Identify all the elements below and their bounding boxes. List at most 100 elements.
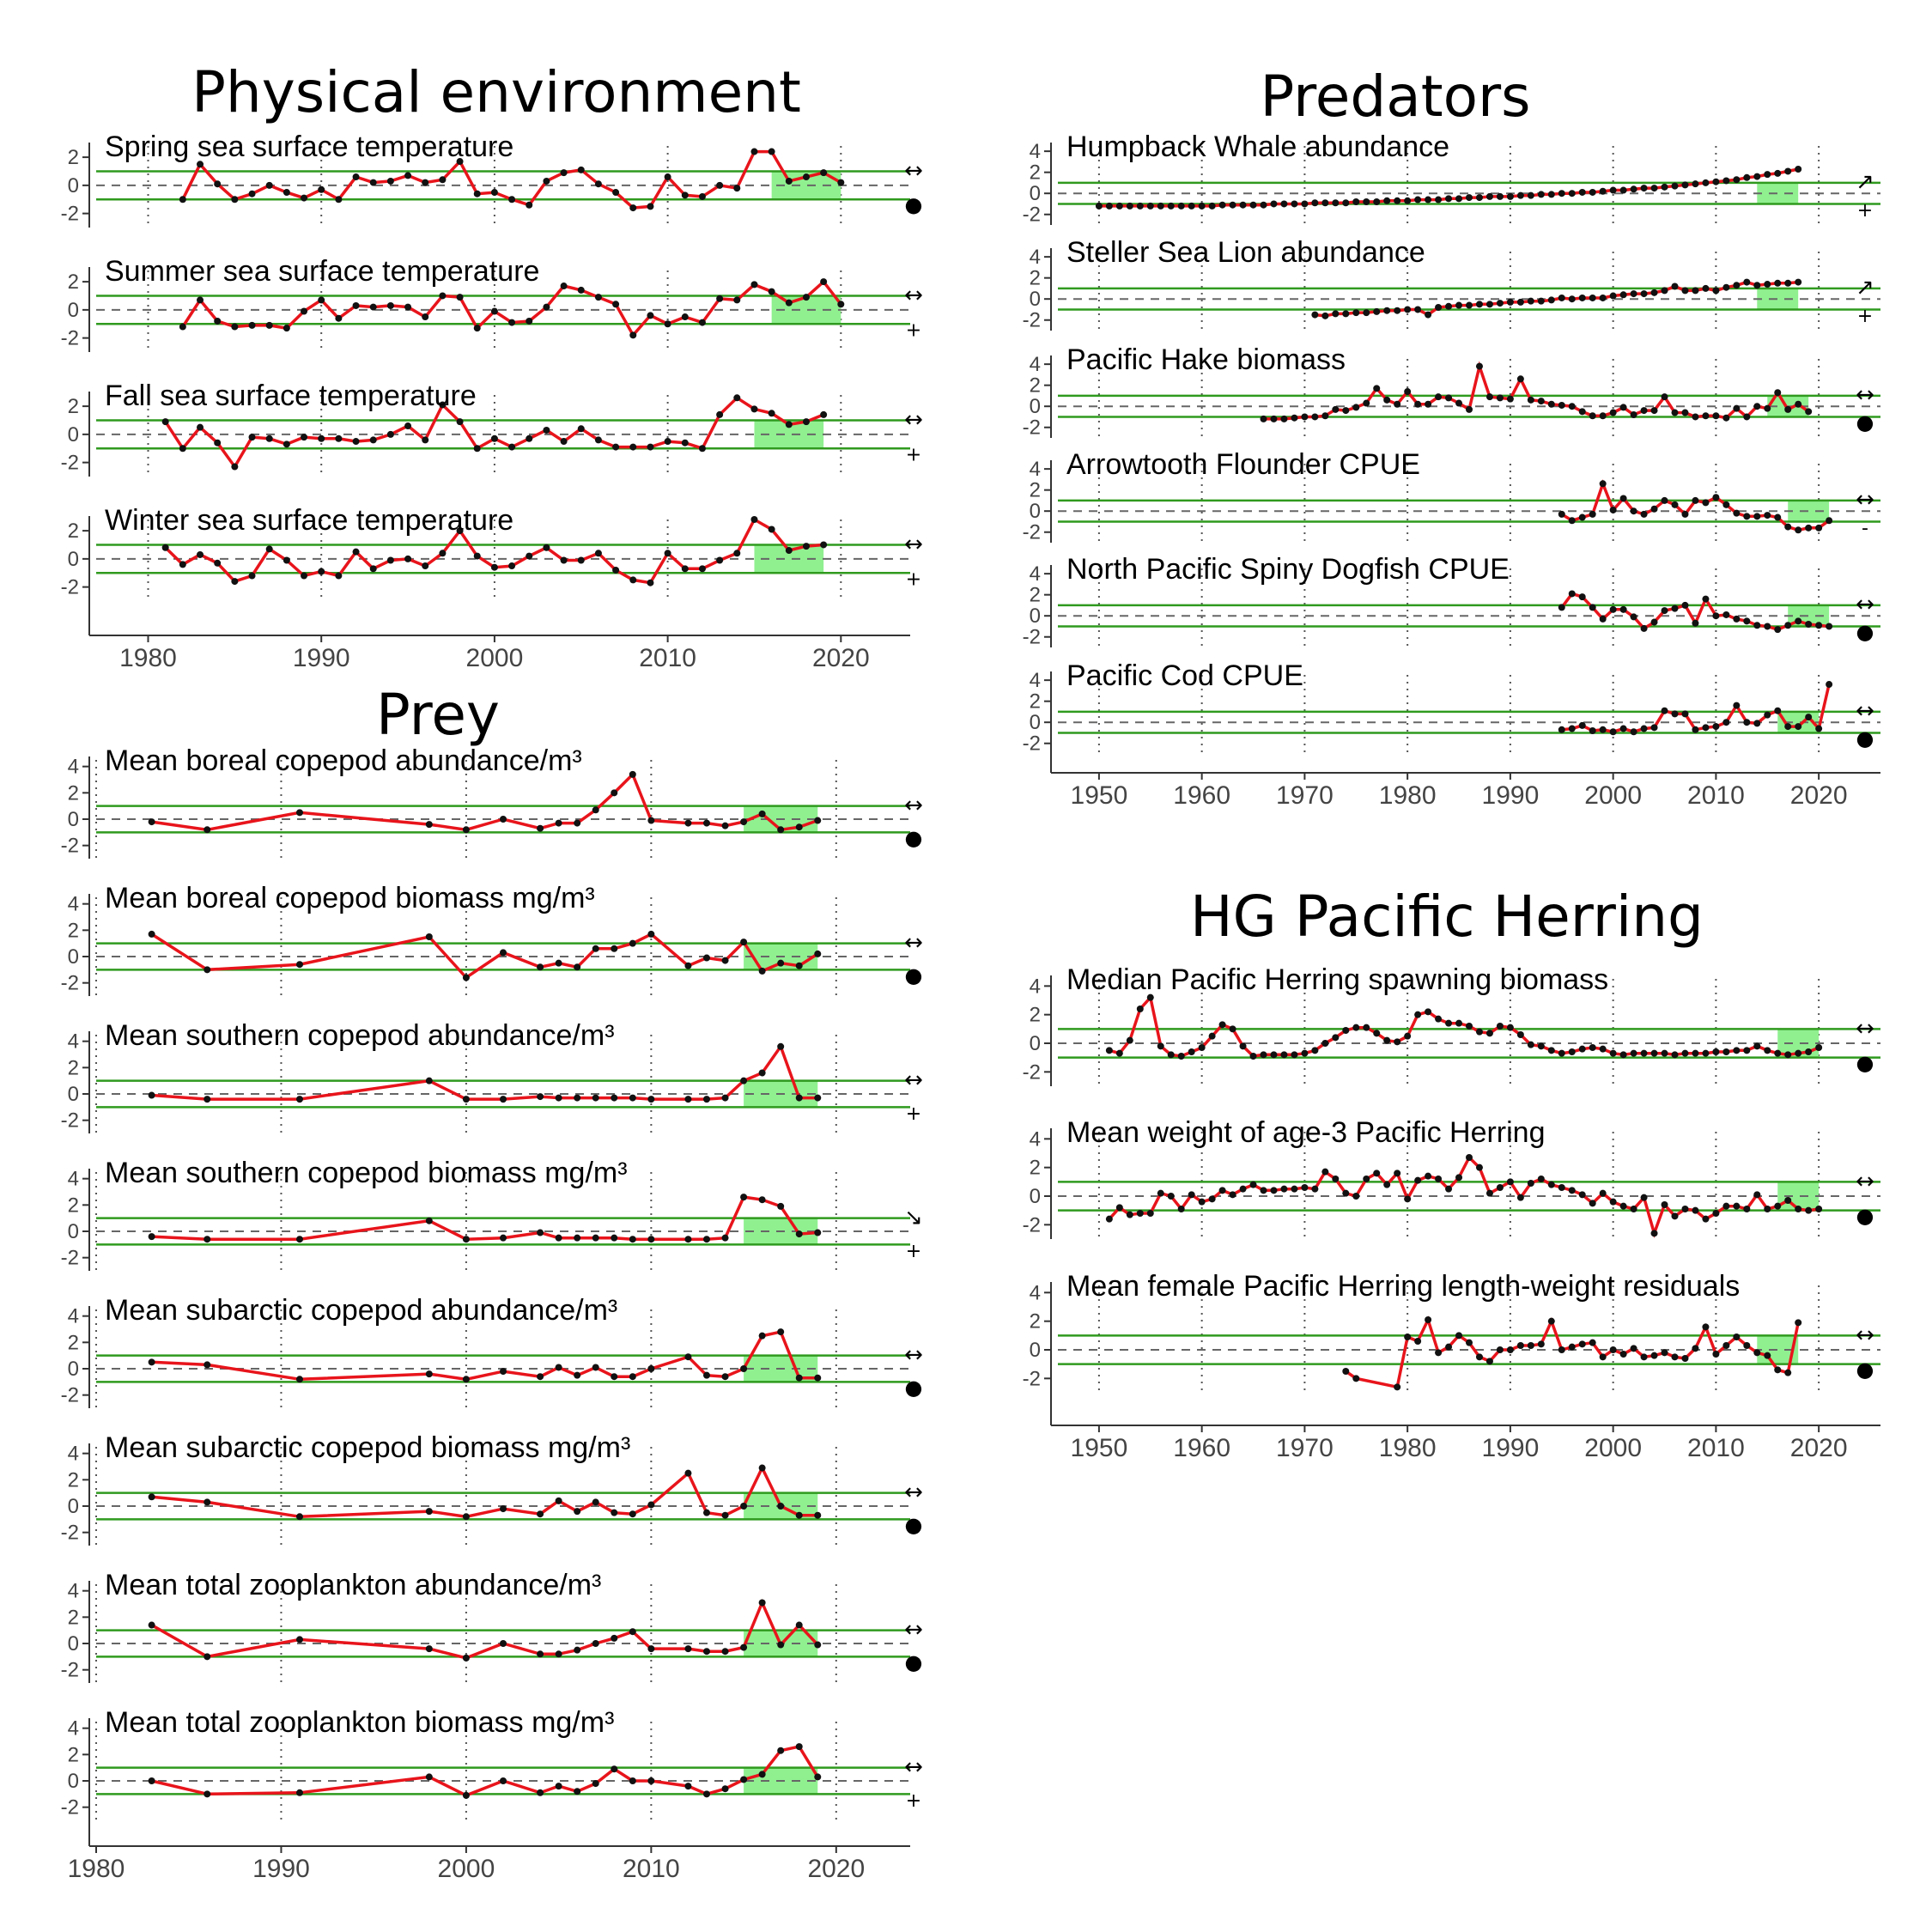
data-point	[386, 430, 394, 438]
data-point	[1795, 1049, 1802, 1057]
data-point	[473, 325, 481, 332]
data-point	[1352, 198, 1360, 206]
data-point	[1485, 393, 1493, 401]
data-point	[820, 410, 828, 418]
y-tick-label: 2	[1030, 690, 1041, 714]
data-point	[1188, 1191, 1195, 1199]
x-tick-label: 1980	[1379, 781, 1437, 810]
data-point	[1475, 1028, 1483, 1036]
data-point	[629, 1510, 636, 1518]
trend-symbol: ↔	[904, 407, 923, 433]
data-point	[543, 426, 550, 434]
data-point	[1619, 404, 1627, 411]
data-point	[1485, 1358, 1493, 1365]
data-point	[1394, 1170, 1401, 1177]
data-point	[1466, 1154, 1473, 1161]
data-point	[425, 933, 433, 940]
data-point	[1321, 1040, 1329, 1047]
data-point	[684, 962, 692, 969]
data-point	[733, 185, 741, 192]
data-point	[611, 1634, 618, 1642]
data-point	[1383, 396, 1391, 404]
data-point	[1722, 177, 1730, 185]
data-point	[1414, 1338, 1422, 1345]
data-point	[1383, 1036, 1391, 1044]
data-point	[785, 421, 793, 428]
data-point	[814, 1374, 822, 1382]
y-tick-label: 0	[68, 1632, 79, 1656]
data-point	[1249, 201, 1257, 209]
data-point	[500, 1096, 507, 1103]
data-point	[1157, 202, 1164, 210]
data-point	[1342, 1368, 1350, 1375]
data-point	[1733, 1202, 1741, 1210]
data-point	[1589, 1339, 1596, 1346]
data-point	[1609, 1049, 1617, 1057]
data-point	[1445, 1185, 1453, 1193]
y-tick-label: 2	[1030, 161, 1041, 185]
series-line	[1108, 1155, 1820, 1238]
data-point	[1774, 279, 1782, 287]
data-point	[664, 173, 671, 181]
data-point	[1363, 1176, 1370, 1182]
data-point	[629, 576, 637, 584]
data-point	[1516, 1342, 1524, 1349]
y-tick-label: 2	[68, 1468, 79, 1492]
data-point	[1558, 1049, 1565, 1057]
data-point	[750, 405, 758, 413]
trend-symbol: ↗	[1856, 169, 1874, 195]
data-point	[462, 826, 470, 834]
data-point	[1578, 294, 1586, 301]
data-point	[664, 550, 671, 557]
data-point	[1661, 393, 1668, 401]
data-point	[296, 961, 303, 969]
x-tick-label: 1960	[1173, 781, 1230, 810]
data-point	[1218, 1187, 1226, 1194]
data-point	[1301, 200, 1309, 208]
data-point	[352, 301, 360, 309]
status-symbol: ●	[1856, 620, 1874, 644]
data-point	[703, 1236, 710, 1243]
x-tick-label: 2020	[1790, 781, 1848, 810]
data-point	[795, 1511, 803, 1519]
data-point	[204, 1498, 211, 1506]
data-point	[1743, 617, 1751, 625]
data-point	[537, 1789, 544, 1796]
data-point	[1589, 727, 1596, 735]
data-point	[1743, 1047, 1751, 1054]
data-point	[1229, 1191, 1236, 1199]
data-point	[1239, 201, 1247, 209]
data-point	[592, 806, 599, 814]
data-point	[1136, 202, 1144, 210]
data-point	[490, 563, 498, 571]
data-point	[248, 572, 256, 580]
section-title-predators: Predators	[1260, 64, 1530, 130]
data-point	[1425, 311, 1432, 319]
chart-panel: 420-2 North Pacific Spiny Dogfish CPUE ↔ ●	[1023, 553, 1880, 649]
data-point	[462, 1236, 470, 1243]
data-point	[703, 819, 710, 827]
data-point	[740, 1365, 748, 1372]
data-point	[1466, 1023, 1473, 1030]
data-point	[1774, 1049, 1782, 1057]
data-point	[439, 550, 447, 557]
section-title-physical: Physical environment	[191, 59, 801, 125]
data-point	[1115, 1049, 1123, 1057]
data-point	[1784, 622, 1792, 629]
trend-symbol: ↔	[1856, 487, 1874, 513]
data-point	[577, 556, 585, 564]
status-symbol: ●	[905, 826, 923, 850]
data-point	[1681, 287, 1689, 295]
y-tick-label: -2	[1023, 732, 1041, 756]
y-tick-label: 4	[1030, 246, 1041, 269]
status-symbol: ●	[1856, 1204, 1874, 1228]
data-point	[490, 189, 498, 197]
data-point	[592, 1364, 599, 1371]
data-point	[594, 436, 602, 444]
data-point	[386, 556, 394, 564]
data-point	[740, 939, 748, 946]
data-point	[265, 321, 273, 329]
data-point	[500, 1505, 507, 1513]
data-point	[1640, 725, 1648, 732]
data-point	[179, 196, 186, 204]
